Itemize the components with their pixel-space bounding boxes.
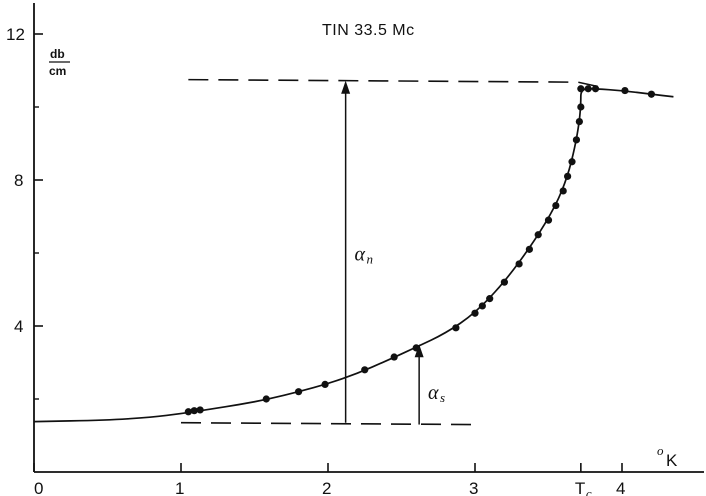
data-point-18 [552,201,560,210]
data-point-12 [486,295,494,303]
dashed-line-normal-level [188,78,601,88]
alpha-s-arrow-head [414,344,424,358]
data-point-8 [412,344,420,352]
data-point-15 [525,245,533,253]
dashed-line-residual-level [180,421,476,426]
y-unit-numerator: db [50,47,65,61]
x-tick-label-2: 2 [322,479,331,496]
data-point-20 [564,172,572,180]
y-tick-label-2: 12 [6,25,25,44]
data-point-17 [544,216,553,224]
data-point-22 [572,136,581,144]
data-point-23 [575,118,583,126]
chart-points-layer [184,85,656,416]
data-point-1 [190,407,198,415]
x-tick-label-5: 4 [616,479,625,496]
y-tick-label-1: 8 [14,171,23,190]
x-tick-label-0: 0 [34,479,43,496]
alpha-n-label-sub: n [366,251,373,266]
data-point-4 [295,388,303,396]
data-point-9 [452,324,460,332]
data-point-3 [262,395,270,403]
chart-axes-layer [33,3,704,473]
data-point-5 [321,380,329,388]
y-unit-denominator: cm [49,64,66,78]
alpha-n-arrow-head [341,80,351,94]
alpha-s-label-sub: s [440,390,445,405]
alpha-s-label: α [428,382,439,404]
data-point-7 [390,353,398,361]
x-unit-degree: o [657,443,664,458]
data-point-29 [647,90,656,98]
data-point-10 [471,309,479,317]
data-point-24 [577,103,585,111]
data-point-11 [478,302,486,310]
data-point-27 [591,85,600,93]
data-point-21 [568,158,576,166]
data-point-28 [621,86,629,95]
chart-title: TIN 33.5 Mc [322,22,415,39]
data-point-13 [500,278,508,286]
data-point-25 [577,85,585,93]
data-point-6 [361,366,369,374]
data-point-2 [196,406,204,414]
data-point-26 [584,85,592,93]
chart-lines-layer [33,78,674,426]
y-tick-label-0: 4 [14,317,23,336]
data-point-14 [515,260,523,268]
data-point-16 [534,231,542,239]
data-point-19 [559,187,567,195]
x-tick-label-4: T [575,479,585,496]
x-unit-label: K [666,451,678,470]
alpha-n-label: α [354,243,365,265]
data-point-0 [184,408,192,416]
x-tick-label-sub-4: c [586,486,592,496]
x-tick-label-1: 1 [175,479,184,496]
x-tick-label-3: 3 [469,479,478,496]
